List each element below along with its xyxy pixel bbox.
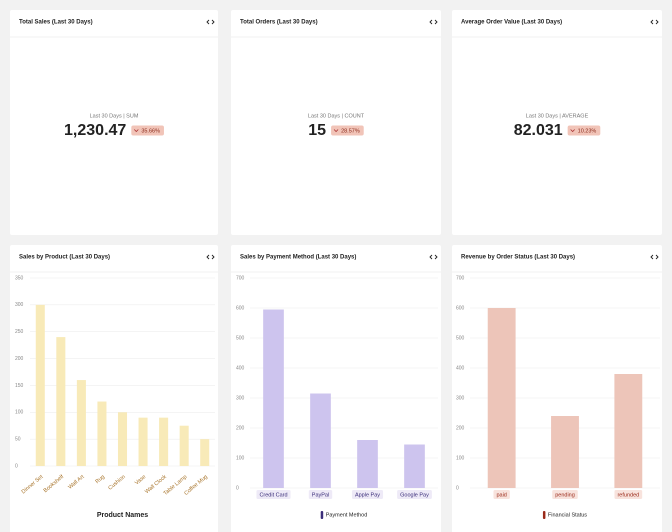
y-tick-label: 400 bbox=[236, 365, 245, 371]
bar bbox=[76, 380, 86, 466]
y-tick-label: 150 bbox=[15, 383, 24, 389]
y-tick-label: 600 bbox=[236, 305, 245, 311]
card-title: Revenue by Order Status (Last 30 Days) bbox=[461, 255, 575, 261]
kpi-value: 82.031 bbox=[514, 122, 563, 139]
bar bbox=[97, 401, 107, 466]
bar bbox=[487, 308, 516, 488]
kpi-subtitle: Last 30 Days | SUM bbox=[90, 113, 139, 119]
x-tick-pill bbox=[397, 490, 432, 499]
x-tick-label: Rug bbox=[95, 474, 107, 485]
down-chevron bbox=[570, 129, 575, 133]
expand-icon[interactable] bbox=[429, 254, 438, 260]
x-tick-label: Credit Card bbox=[259, 492, 287, 498]
y-tick-label: 300 bbox=[236, 395, 245, 401]
y-tick-label: 0 bbox=[15, 463, 18, 469]
card-title: Average Order Value (Last 30 Days) bbox=[461, 20, 562, 26]
kpi-subtitle: Last 30 Days | COUNT bbox=[308, 113, 365, 119]
y-tick-label: 300 bbox=[456, 395, 465, 401]
y-tick-label: 200 bbox=[236, 425, 245, 431]
bar bbox=[200, 439, 210, 466]
x-tick-pill bbox=[256, 490, 291, 499]
y-tick-label: 500 bbox=[236, 335, 245, 341]
kpi-change-badge bbox=[567, 125, 601, 136]
expand-icon[interactable] bbox=[206, 19, 215, 25]
kpi-change: 35.66% bbox=[141, 128, 160, 134]
y-tick-label: 400 bbox=[456, 365, 465, 371]
bar bbox=[159, 417, 169, 466]
y-tick-label: 100 bbox=[15, 410, 24, 416]
bar bbox=[404, 444, 425, 488]
legend-swatch[interactable] bbox=[320, 511, 324, 519]
legend-label: Payment Method bbox=[326, 512, 368, 518]
x-tick-pill bbox=[351, 490, 384, 499]
kpi-subtitle: Last 30 Days | AVERAGE bbox=[526, 113, 589, 119]
x-tick-pill bbox=[308, 490, 333, 499]
card bbox=[231, 10, 441, 235]
card-title: Sales by Product (Last 30 Days) bbox=[19, 255, 110, 261]
bar bbox=[357, 440, 378, 488]
x-tick-pill bbox=[614, 490, 643, 499]
y-tick-label: 100 bbox=[456, 455, 465, 461]
bar bbox=[138, 417, 148, 466]
kpi-change: 10.23% bbox=[578, 128, 597, 134]
x-tick-label: Google Pay bbox=[400, 492, 429, 498]
bar bbox=[551, 416, 579, 488]
y-tick-label: 600 bbox=[456, 305, 465, 311]
y-tick-label: 50 bbox=[15, 436, 21, 442]
legend-label: Financial Status bbox=[548, 512, 587, 518]
legend-swatch[interactable] bbox=[542, 511, 546, 519]
y-tick-label: 100 bbox=[236, 455, 245, 461]
y-tick-label: 0 bbox=[236, 485, 239, 491]
bar bbox=[117, 412, 128, 466]
card bbox=[10, 10, 218, 235]
kpi-change: 28.57% bbox=[341, 128, 360, 134]
expand-icon[interactable] bbox=[206, 254, 215, 260]
y-tick-label: 0 bbox=[456, 485, 459, 491]
kpi-change-badge bbox=[331, 125, 364, 136]
y-tick-label: 250 bbox=[15, 329, 24, 335]
x-tick-label: pending bbox=[555, 492, 575, 498]
bar bbox=[310, 393, 331, 488]
x-tick-pill bbox=[552, 490, 578, 499]
down-chevron bbox=[333, 129, 339, 133]
kpi-change-badge bbox=[131, 125, 164, 136]
expand-icon[interactable] bbox=[429, 19, 438, 25]
x-axis-label: Product Names bbox=[97, 512, 148, 519]
kpi-value: 15 bbox=[308, 122, 326, 139]
card bbox=[452, 10, 662, 235]
bar bbox=[614, 374, 643, 488]
x-tick-label: Apple Pay bbox=[355, 492, 380, 498]
expand-icon[interactable] bbox=[650, 254, 659, 260]
y-tick-label: 700 bbox=[236, 275, 245, 281]
y-tick-label: 350 bbox=[15, 275, 24, 281]
kpi-value: 1,230.47 bbox=[64, 122, 126, 139]
y-tick-label: 200 bbox=[456, 425, 465, 431]
bar bbox=[263, 309, 284, 488]
card-title: Total Sales (Last 30 Days) bbox=[19, 20, 93, 26]
y-tick-label: 200 bbox=[15, 356, 24, 362]
x-tick-pill bbox=[493, 490, 510, 499]
bar bbox=[179, 425, 189, 466]
down-chevron bbox=[134, 129, 139, 133]
card-title: Sales by Payment Method (Last 30 Days) bbox=[240, 255, 356, 261]
x-tick-label: refunded bbox=[617, 492, 639, 498]
x-tick-label: PayPal bbox=[312, 492, 329, 498]
card bbox=[231, 245, 441, 532]
bar bbox=[35, 304, 45, 466]
y-tick-label: 300 bbox=[15, 302, 24, 308]
y-tick-label: 500 bbox=[456, 335, 465, 341]
y-tick-label: 700 bbox=[456, 275, 465, 281]
expand-icon[interactable] bbox=[650, 19, 659, 25]
x-tick-label: paid bbox=[496, 492, 506, 498]
card-title: Total Orders (Last 30 Days) bbox=[240, 20, 318, 26]
bar bbox=[56, 337, 66, 466]
